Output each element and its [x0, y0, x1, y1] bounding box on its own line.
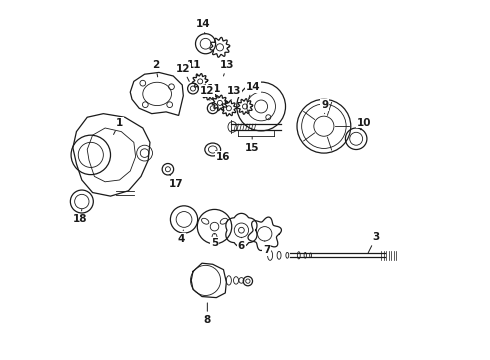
Text: 4: 4: [177, 230, 185, 244]
Text: 13: 13: [220, 60, 234, 76]
Text: 18: 18: [73, 210, 87, 224]
Text: 5: 5: [211, 234, 218, 248]
Text: 1: 1: [114, 118, 123, 135]
Text: 14: 14: [245, 82, 260, 99]
Text: 11: 11: [187, 60, 201, 76]
Text: 9: 9: [321, 100, 328, 114]
Text: 12: 12: [176, 64, 190, 81]
Text: 12: 12: [199, 86, 214, 100]
Text: 7: 7: [263, 241, 270, 255]
Text: 2: 2: [152, 60, 159, 77]
Text: 8: 8: [204, 303, 211, 325]
Text: 6: 6: [238, 237, 245, 251]
Text: 17: 17: [169, 175, 183, 189]
Text: 16: 16: [216, 150, 230, 162]
Text: 14: 14: [196, 19, 210, 34]
Text: 13: 13: [227, 86, 242, 100]
Text: 10: 10: [357, 118, 371, 130]
Text: 15: 15: [245, 137, 259, 153]
Text: 11: 11: [207, 84, 221, 98]
Text: 3: 3: [368, 232, 380, 253]
